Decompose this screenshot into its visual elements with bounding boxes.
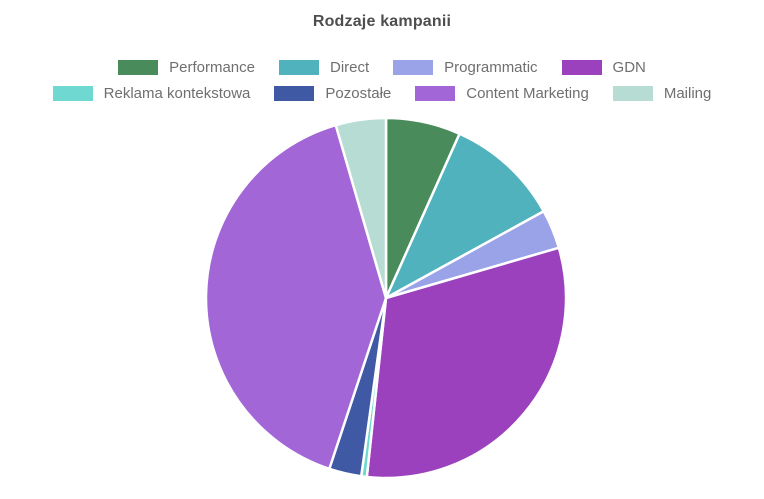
legend-label-mailing: Mailing xyxy=(663,85,712,102)
legend-swatch-performance xyxy=(118,60,159,75)
chart-title: Rodzaje kampanii xyxy=(312,13,452,30)
legend-label-reklama-kontekstowa: Reklama kontekstowa xyxy=(103,85,251,102)
chart-legend: Performance Direct Programmatic GDN Reklama … xyxy=(22,59,742,102)
legend-label-gdn: GDN xyxy=(612,59,646,76)
pie-slice-direct[interactable] xyxy=(383,132,546,301)
legend-item-mailing[interactable]: Mailing xyxy=(612,85,712,102)
legend-label-performance: Performance xyxy=(169,59,255,76)
legend-item-gdn[interactable]: GDN xyxy=(561,59,646,76)
legend-item-performance[interactable]: Performance xyxy=(118,59,255,76)
legend-swatch-mailing xyxy=(612,86,653,101)
legend-item-reklama-kontekstowa[interactable]: Reklama kontekstowa xyxy=(52,85,251,102)
legend-swatch-direct xyxy=(279,60,319,75)
legend-swatch-content-marketing xyxy=(415,86,456,101)
legend-label-programmatic: Programmatic xyxy=(444,59,538,76)
legend-item-direct[interactable]: Direct xyxy=(279,59,369,76)
legend-item-programmatic[interactable]: Programmatic xyxy=(393,59,538,76)
legend-swatch-programmatic xyxy=(393,60,434,75)
pie-slice-content-marketing[interactable] xyxy=(204,123,388,471)
legend-label-content-marketing: Content Marketing xyxy=(466,85,589,102)
pie-slice-mailing[interactable] xyxy=(334,116,388,299)
legend-label-direct: Direct xyxy=(330,59,370,76)
legend-label-pozostałe: Pozostałe xyxy=(325,85,392,102)
legend-item-pozostałe[interactable]: Pozostałe xyxy=(274,85,391,102)
legend-swatch-pozostałe xyxy=(274,86,315,101)
legend-swatch-gdn xyxy=(561,60,602,75)
pie-slice-gdn[interactable] xyxy=(365,246,568,480)
legend-swatch-reklama-kontekstowa xyxy=(52,86,93,101)
legend-item-content-marketing[interactable]: Content Marketing xyxy=(415,85,589,102)
